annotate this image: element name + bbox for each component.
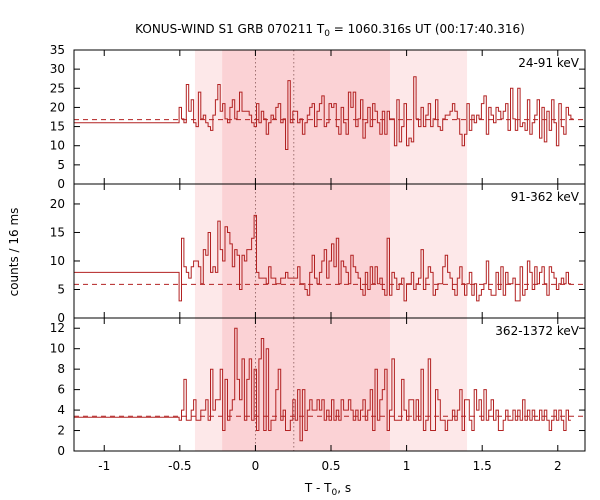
x-tick-label: 1.5 xyxy=(473,459,492,473)
y-tick-label: 0 xyxy=(57,311,65,325)
y-tick-label: 10 xyxy=(50,254,65,268)
y-tick-label: 10 xyxy=(50,342,65,356)
y-tick-label: 35 xyxy=(50,43,65,57)
x-tick-label: 0 xyxy=(252,459,260,473)
x-tick-label: 0.5 xyxy=(321,459,340,473)
energy-band-label: 91-362 keV xyxy=(511,190,580,204)
y-tick-label: 25 xyxy=(50,81,65,95)
panel-frame xyxy=(73,317,586,452)
y-tick-label: 10 xyxy=(50,139,65,153)
y-tick-label: 20 xyxy=(50,197,65,211)
y-tick-label: 0 xyxy=(57,444,65,458)
y-tick-label: 8 xyxy=(57,362,65,376)
y-tick-label: 4 xyxy=(57,403,65,417)
x-tick-label: -1 xyxy=(98,459,110,473)
light-curve-series xyxy=(74,214,571,302)
light-curve-series xyxy=(74,327,571,442)
panel-2: 0 5 10 15 20 91-362 keV xyxy=(50,183,586,325)
y-tick-label: 30 xyxy=(50,62,65,76)
y-tick-label: 5 xyxy=(57,282,65,296)
inner-interval-shading xyxy=(222,50,390,184)
panel-3: 0 2 4 6 8 10 12 362-1372 keV xyxy=(50,317,586,458)
panel-1: 0 5 10 15 20 25 30 35 24-91 keV xyxy=(50,43,586,191)
y-tick-label: 5 xyxy=(57,158,65,172)
inner-interval-shading xyxy=(222,318,390,451)
light-curve-series xyxy=(74,76,574,150)
x-axis-label: T - T0, s xyxy=(304,481,351,498)
x-tick-label: -0.5 xyxy=(168,459,191,473)
x-tick-label: 2 xyxy=(554,459,562,473)
x-axis-label-subscript: 0 xyxy=(332,488,338,498)
y-tick-label: 20 xyxy=(50,100,65,114)
x-tick-label: 1 xyxy=(403,459,411,473)
chart-title-subscript: 0 xyxy=(324,29,330,39)
y-tick-label: 15 xyxy=(50,120,65,134)
chart-title: KONUS-WIND S1 GRB 070211 T0 = 1060.316s … xyxy=(135,22,525,39)
y-tick-label: 6 xyxy=(57,383,65,397)
y-tick-label: 2 xyxy=(57,424,65,438)
y-tick-label: 15 xyxy=(50,225,65,239)
energy-band-label: 24-91 keV xyxy=(518,56,580,70)
energy-band-label: 362-1372 keV xyxy=(495,324,579,338)
y-axis-label: counts / 16 ms xyxy=(7,208,21,297)
y-tick-label: 0 xyxy=(57,177,65,191)
y-tick-label: 12 xyxy=(50,321,65,335)
inner-interval-shading xyxy=(222,184,390,318)
